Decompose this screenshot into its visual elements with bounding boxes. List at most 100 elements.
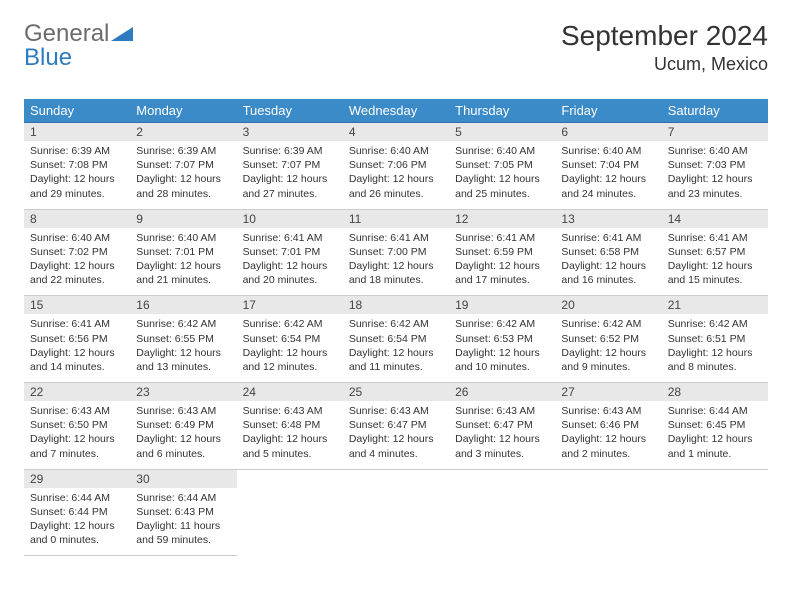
- day-number: 26: [449, 383, 555, 401]
- sunset-line: Sunset: 7:01 PM: [136, 245, 230, 259]
- day-cell: 5Sunrise: 6:40 AMSunset: 7:05 PMDaylight…: [449, 123, 555, 210]
- day-cell: 16Sunrise: 6:42 AMSunset: 6:55 PMDayligh…: [130, 296, 236, 383]
- day-number: 29: [24, 470, 130, 488]
- daylight-line-2: and 20 minutes.: [243, 273, 337, 287]
- sunrise-line: Sunrise: 6:42 AM: [136, 317, 230, 331]
- day-cell: 1Sunrise: 6:39 AMSunset: 7:08 PMDaylight…: [24, 123, 130, 210]
- day-body: Sunrise: 6:42 AMSunset: 6:54 PMDaylight:…: [237, 314, 343, 382]
- daylight-line-1: Daylight: 12 hours: [561, 172, 655, 186]
- daylight-line-1: Daylight: 12 hours: [349, 259, 443, 273]
- day-body: Sunrise: 6:43 AMSunset: 6:47 PMDaylight:…: [449, 401, 555, 469]
- day-number: 2: [130, 123, 236, 141]
- daylight-line-1: Daylight: 12 hours: [455, 346, 549, 360]
- day-body: Sunrise: 6:39 AMSunset: 7:08 PMDaylight:…: [24, 141, 130, 209]
- day-body: Sunrise: 6:43 AMSunset: 6:48 PMDaylight:…: [237, 401, 343, 469]
- dow-sunday: Sunday: [24, 99, 130, 123]
- daylight-line-2: and 16 minutes.: [561, 273, 655, 287]
- daylight-line-1: Daylight: 12 hours: [243, 346, 337, 360]
- day-cell: 13Sunrise: 6:41 AMSunset: 6:58 PMDayligh…: [555, 209, 661, 296]
- daylight-line-2: and 17 minutes.: [455, 273, 549, 287]
- sunset-line: Sunset: 7:03 PM: [668, 158, 762, 172]
- sunrise-line: Sunrise: 6:42 AM: [668, 317, 762, 331]
- day-number: 30: [130, 470, 236, 488]
- day-cell: 6Sunrise: 6:40 AMSunset: 7:04 PMDaylight…: [555, 123, 661, 210]
- day-number: 15: [24, 296, 130, 314]
- day-cell: 30Sunrise: 6:44 AMSunset: 6:43 PMDayligh…: [130, 469, 236, 556]
- week-row: 22Sunrise: 6:43 AMSunset: 6:50 PMDayligh…: [24, 383, 768, 470]
- day-body: Sunrise: 6:41 AMSunset: 7:00 PMDaylight:…: [343, 228, 449, 296]
- sunrise-line: Sunrise: 6:42 AM: [349, 317, 443, 331]
- sunrise-line: Sunrise: 6:44 AM: [30, 491, 124, 505]
- sunset-line: Sunset: 7:01 PM: [243, 245, 337, 259]
- day-cell: 8Sunrise: 6:40 AMSunset: 7:02 PMDaylight…: [24, 209, 130, 296]
- day-number: 25: [343, 383, 449, 401]
- daylight-line-1: Daylight: 12 hours: [136, 346, 230, 360]
- day-number: 19: [449, 296, 555, 314]
- sunset-line: Sunset: 6:46 PM: [561, 418, 655, 432]
- day-body: Sunrise: 6:40 AMSunset: 7:02 PMDaylight:…: [24, 228, 130, 296]
- day-body: Sunrise: 6:40 AMSunset: 7:06 PMDaylight:…: [343, 141, 449, 209]
- sunset-line: Sunset: 7:02 PM: [30, 245, 124, 259]
- daylight-line-1: Daylight: 11 hours: [136, 519, 230, 533]
- sunrise-line: Sunrise: 6:42 AM: [243, 317, 337, 331]
- day-number: 12: [449, 210, 555, 228]
- daylight-line-1: Daylight: 12 hours: [561, 432, 655, 446]
- daylight-line-1: Daylight: 12 hours: [243, 259, 337, 273]
- day-number: 23: [130, 383, 236, 401]
- daylight-line-2: and 18 minutes.: [349, 273, 443, 287]
- day-body: Sunrise: 6:41 AMSunset: 6:57 PMDaylight:…: [662, 228, 768, 296]
- day-body: Sunrise: 6:43 AMSunset: 6:49 PMDaylight:…: [130, 401, 236, 469]
- day-number: 16: [130, 296, 236, 314]
- daylight-line-2: and 59 minutes.: [136, 533, 230, 547]
- day-cell: 12Sunrise: 6:41 AMSunset: 6:59 PMDayligh…: [449, 209, 555, 296]
- day-body: Sunrise: 6:41 AMSunset: 6:56 PMDaylight:…: [24, 314, 130, 382]
- daylight-line-1: Daylight: 12 hours: [30, 432, 124, 446]
- day-body: Sunrise: 6:40 AMSunset: 7:03 PMDaylight:…: [662, 141, 768, 209]
- sunset-line: Sunset: 6:54 PM: [349, 332, 443, 346]
- sunrise-line: Sunrise: 6:43 AM: [561, 404, 655, 418]
- dow-row: Sunday Monday Tuesday Wednesday Thursday…: [24, 99, 768, 123]
- dow-friday: Friday: [555, 99, 661, 123]
- week-row: 8Sunrise: 6:40 AMSunset: 7:02 PMDaylight…: [24, 209, 768, 296]
- location: Ucum, Mexico: [561, 54, 768, 75]
- day-number: 14: [662, 210, 768, 228]
- daylight-line-1: Daylight: 12 hours: [349, 346, 443, 360]
- dow-monday: Monday: [130, 99, 236, 123]
- calendar-table: Sunday Monday Tuesday Wednesday Thursday…: [24, 99, 768, 556]
- sunrise-line: Sunrise: 6:43 AM: [136, 404, 230, 418]
- sunrise-line: Sunrise: 6:41 AM: [243, 231, 337, 245]
- daylight-line-2: and 26 minutes.: [349, 187, 443, 201]
- sunrise-line: Sunrise: 6:41 AM: [30, 317, 124, 331]
- day-number: 27: [555, 383, 661, 401]
- day-number: 20: [555, 296, 661, 314]
- sunset-line: Sunset: 6:57 PM: [668, 245, 762, 259]
- daylight-line-1: Daylight: 12 hours: [455, 259, 549, 273]
- sunset-line: Sunset: 7:08 PM: [30, 158, 124, 172]
- daylight-line-1: Daylight: 12 hours: [668, 346, 762, 360]
- sunrise-line: Sunrise: 6:40 AM: [349, 144, 443, 158]
- daylight-line-1: Daylight: 12 hours: [243, 172, 337, 186]
- day-number: 1: [24, 123, 130, 141]
- daylight-line-1: Daylight: 12 hours: [455, 172, 549, 186]
- day-body: Sunrise: 6:42 AMSunset: 6:52 PMDaylight:…: [555, 314, 661, 382]
- day-number: 3: [237, 123, 343, 141]
- daylight-line-2: and 11 minutes.: [349, 360, 443, 374]
- daylight-line-1: Daylight: 12 hours: [30, 259, 124, 273]
- sunrise-line: Sunrise: 6:41 AM: [349, 231, 443, 245]
- day-body: Sunrise: 6:43 AMSunset: 6:50 PMDaylight:…: [24, 401, 130, 469]
- daylight-line-2: and 3 minutes.: [455, 447, 549, 461]
- day-number: 18: [343, 296, 449, 314]
- day-cell: 2Sunrise: 6:39 AMSunset: 7:07 PMDaylight…: [130, 123, 236, 210]
- sunset-line: Sunset: 7:04 PM: [561, 158, 655, 172]
- day-number: 22: [24, 383, 130, 401]
- day-number: 9: [130, 210, 236, 228]
- daylight-line-1: Daylight: 12 hours: [30, 519, 124, 533]
- sunset-line: Sunset: 7:07 PM: [136, 158, 230, 172]
- day-body: Sunrise: 6:40 AMSunset: 7:01 PMDaylight:…: [130, 228, 236, 296]
- daylight-line-1: Daylight: 12 hours: [136, 172, 230, 186]
- day-body: Sunrise: 6:42 AMSunset: 6:51 PMDaylight:…: [662, 314, 768, 382]
- daylight-line-2: and 13 minutes.: [136, 360, 230, 374]
- sunset-line: Sunset: 6:52 PM: [561, 332, 655, 346]
- day-cell: 7Sunrise: 6:40 AMSunset: 7:03 PMDaylight…: [662, 123, 768, 210]
- day-cell: 24Sunrise: 6:43 AMSunset: 6:48 PMDayligh…: [237, 383, 343, 470]
